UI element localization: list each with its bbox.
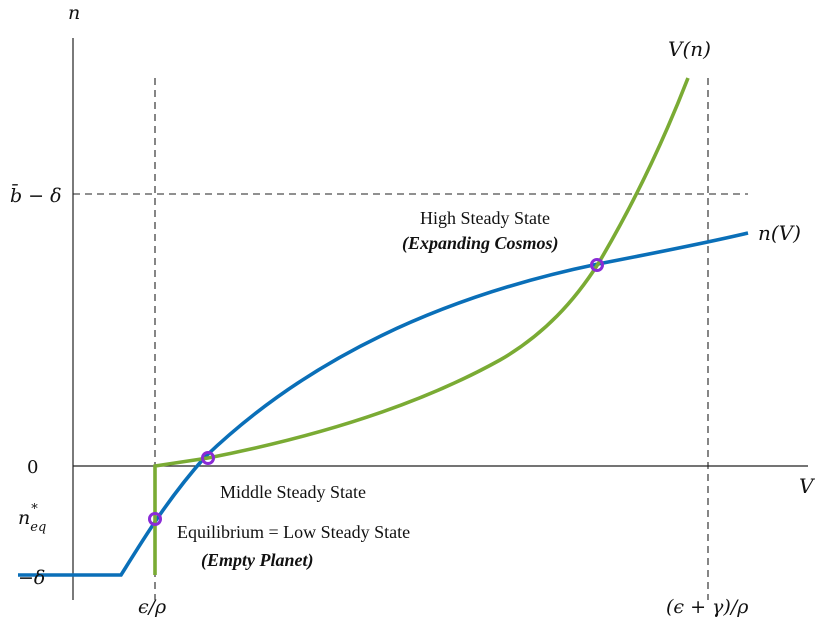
low-steady-state-subtitle: (Empty Planet) (201, 550, 313, 571)
y-axis-label: n (68, 2, 80, 24)
y-tick-b-minus-delta: b̄ − δ (10, 183, 62, 207)
y-tick-zero: 0 (27, 457, 38, 478)
high-steady-state-subtitle: (Expanding Cosmos) (402, 233, 559, 254)
y-tick-minus-delta: −δ (18, 567, 45, 589)
v-of-n-curve (153, 77, 690, 575)
y-tick-n-eq: neq* (18, 502, 46, 535)
x-tick-eps-gamma-over-rho: (ϵ + γ)/ρ (666, 596, 749, 618)
v-of-n-label: V(n) (668, 37, 711, 61)
x-axis-label: V (799, 474, 815, 498)
x-tick-eps-over-rho: ϵ/ρ (138, 596, 167, 618)
high-steady-state-title: High Steady State (420, 208, 550, 228)
middle-steady-state-title: Middle Steady State (220, 482, 366, 502)
low-steady-state-title: Equilibrium = Low Steady State (177, 522, 410, 542)
middle-steady-state-marker (201, 451, 215, 465)
low-steady-state-marker (148, 512, 162, 526)
b-bar-label: b̄ (10, 183, 22, 207)
high-steady-state-marker (590, 258, 604, 272)
n-of-v-label: n(V) (758, 221, 801, 245)
